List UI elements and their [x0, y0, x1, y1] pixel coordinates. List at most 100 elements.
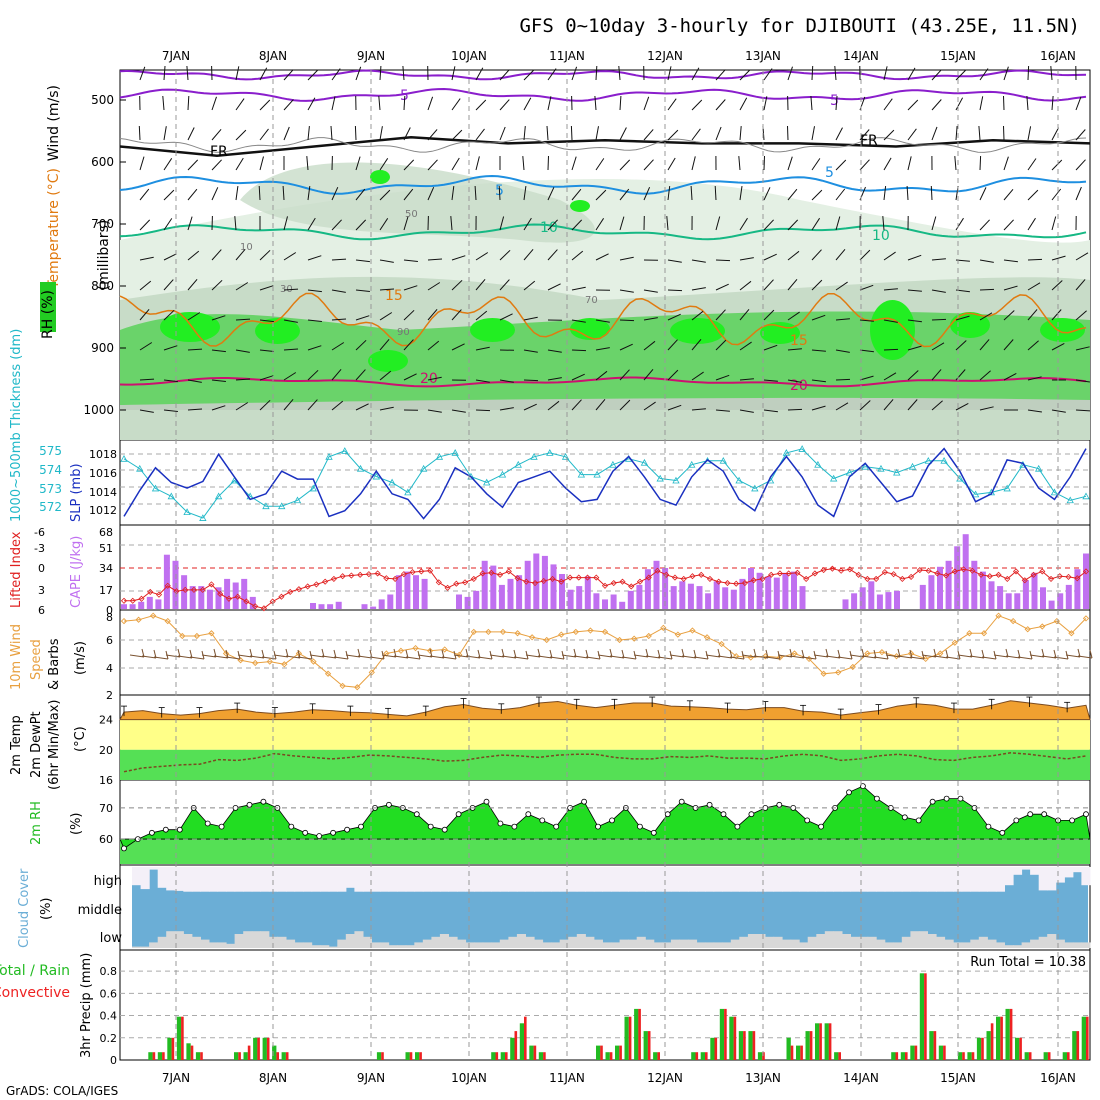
cloud-low-bar	[431, 936, 441, 948]
rh2m-point	[1041, 811, 1048, 818]
wind-barb-flag	[825, 648, 829, 658]
wind-barb	[331, 96, 336, 111]
rh2m-point	[358, 823, 364, 830]
wind-barb-10m	[633, 654, 649, 658]
cloud-high-gap	[294, 867, 304, 892]
wind-barb-10m	[285, 655, 301, 659]
wind-barb	[402, 65, 405, 81]
wind-barb-10m	[1005, 655, 1021, 659]
wind-barb	[955, 315, 970, 321]
cloud-high-gap	[816, 867, 826, 892]
wind-barb-10m	[537, 655, 553, 659]
temp2m-area	[119, 700, 1091, 721]
wind-barb	[259, 319, 274, 323]
cape-tick: 68	[99, 526, 113, 539]
wind-barb-10m	[513, 656, 529, 660]
wind-barb	[690, 185, 693, 201]
precip-total-bar	[272, 1045, 277, 1060]
li-point	[654, 567, 661, 574]
cloud-high-gap	[414, 867, 424, 892]
wind-barb	[139, 409, 154, 413]
wind-barb	[451, 157, 460, 171]
wind-barb-10m	[885, 654, 901, 658]
temp-tick: 24	[99, 714, 113, 727]
rh2m-point	[525, 811, 532, 818]
wind-speed-point	[120, 617, 128, 625]
date-label-bottom: 14JAN	[843, 1071, 879, 1085]
wind-barb-flag	[429, 648, 433, 658]
wind-tick: 8	[106, 611, 113, 624]
wind-barb	[667, 313, 681, 321]
wind-barb	[907, 370, 919, 381]
wind-barb-flag	[405, 649, 409, 659]
wind-barb	[715, 216, 721, 231]
li-point	[147, 588, 154, 595]
cloud-high-gap	[431, 867, 441, 892]
cloud-high-gap	[765, 867, 775, 892]
wind-label: Wind (m/s)	[46, 85, 62, 161]
wind-barb	[1003, 339, 1014, 351]
wind-barb	[739, 97, 748, 111]
wind-barb-10m	[333, 656, 349, 660]
wind-speed-point	[295, 650, 303, 657]
wind-barb-10m	[297, 656, 313, 660]
wind-barb	[1075, 379, 1090, 383]
rh2m-point	[678, 798, 685, 805]
cloud-high-gap	[978, 867, 988, 892]
cape-bar	[524, 560, 531, 609]
precip-convective-bar	[895, 1052, 899, 1060]
cloud-high-gap	[859, 867, 869, 892]
contour-label: 5	[825, 165, 834, 181]
rh2m-point	[246, 801, 253, 808]
wind-barb	[234, 216, 237, 231]
wind-barb	[523, 186, 527, 201]
precip-convective-bar	[800, 1045, 803, 1060]
cape-bar	[189, 586, 196, 609]
wind-barb	[547, 68, 557, 81]
wind-barb	[811, 126, 815, 141]
cape-bar	[473, 590, 480, 609]
cloud-low-bar	[884, 942, 894, 948]
precip-total-bar	[176, 1016, 182, 1060]
cape-bar	[722, 587, 729, 609]
wind-barb-10m	[909, 656, 925, 660]
precip-total-bar	[1081, 1016, 1086, 1060]
wind-barb	[739, 378, 754, 381]
wind-barb-10m	[729, 656, 745, 660]
wind-barb	[811, 65, 814, 81]
cloud-low-bar	[320, 945, 330, 948]
wind-barb-10m	[897, 655, 913, 659]
cloud-low-bar	[1013, 945, 1023, 948]
wind-barb-flag	[477, 649, 481, 659]
li-point	[986, 573, 993, 580]
precip-convective-bar	[190, 1045, 194, 1060]
cloud-low-bar	[294, 942, 304, 948]
precip-convective-bar	[990, 1023, 994, 1060]
wind-barb	[811, 217, 821, 231]
precip-convective-bar	[724, 1008, 727, 1060]
wind-barb	[835, 216, 841, 231]
wind-barb-flag	[441, 649, 445, 659]
wind-barb	[907, 128, 917, 141]
wind-barb	[378, 95, 381, 111]
wind-barb	[259, 249, 271, 261]
thickness-point	[814, 460, 822, 468]
rh-contour-label: 90	[397, 327, 410, 338]
cloud-high-gap	[303, 867, 313, 892]
wind-barb	[954, 156, 957, 171]
rh2m-point	[790, 805, 797, 811]
wind-barb	[163, 379, 178, 383]
cape-tick: 51	[99, 542, 113, 555]
thickness-point	[1003, 484, 1011, 492]
thickness-point	[735, 476, 743, 484]
cloud-high-gap	[653, 867, 663, 892]
cloud-high-gap	[910, 867, 920, 892]
wind-barb-10m	[261, 656, 277, 660]
cloud-low-bar	[388, 945, 398, 948]
wind-speed-point	[878, 649, 886, 656]
wind-barb	[979, 370, 991, 381]
precip-convective-bar	[1067, 1052, 1070, 1060]
date-label-top: 15JAN	[940, 49, 976, 63]
wind-barb	[882, 216, 885, 231]
rh2m-point	[385, 801, 392, 808]
